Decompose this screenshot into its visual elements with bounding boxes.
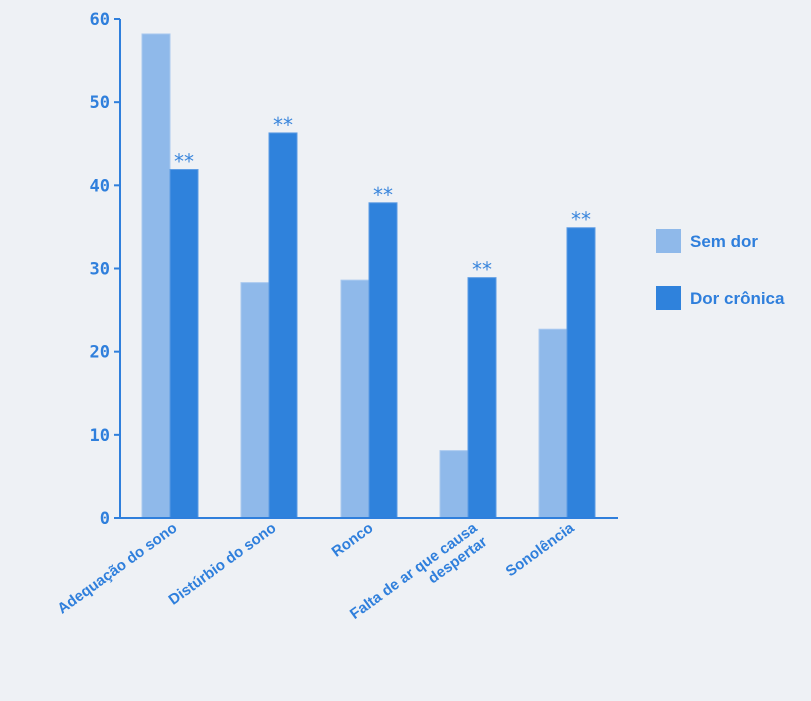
x-category-label-0: Adequação do sono: [54, 519, 180, 617]
significance-annotations: ** ** ** ** **: [174, 113, 591, 282]
y-tick-label: 50: [90, 93, 110, 113]
bar-dor-cronica-3: [467, 277, 497, 519]
bar-sem-dor-0: [141, 33, 171, 519]
x-category-label-2: Ronco: [329, 519, 377, 560]
bar-dor-cronica-4: [566, 227, 596, 519]
bar-sem-dor-3: [439, 450, 469, 519]
legend: Sem dor Dor crônica: [656, 229, 785, 310]
legend-label-0: Sem dor: [690, 232, 758, 251]
bar-dor-cronica-0: [169, 169, 199, 519]
y-tick-label: 60: [90, 10, 110, 30]
y-axis: 0 10 20 30 40 50 60: [90, 10, 121, 529]
legend-label-1: Dor crônica: [690, 289, 785, 308]
significance-marker-1: **: [273, 113, 293, 137]
legend-swatch-1: [656, 286, 681, 310]
bar-dor-cronica-1: [268, 132, 298, 519]
significance-marker-0: **: [174, 150, 194, 174]
bar-sem-dor-2: [340, 279, 370, 519]
bar-sem-dor-1: [240, 282, 270, 519]
legend-swatch-0: [656, 229, 681, 253]
significance-marker-2: **: [373, 183, 393, 207]
x-category-label-1: Distúrbio do sono: [166, 519, 280, 608]
bar-dor-cronica-2: [368, 202, 398, 519]
series-dor-cronica-bars: [169, 132, 596, 519]
significance-marker-3: **: [472, 258, 492, 282]
y-tick-label: 30: [90, 260, 110, 280]
y-tick-label: 40: [90, 176, 110, 196]
x-category-label-4: Sonolência: [503, 519, 578, 580]
y-tick-label: 20: [90, 343, 110, 363]
y-tick-label: 10: [90, 426, 110, 446]
significance-marker-4: **: [571, 208, 591, 232]
y-tick-label: 0: [100, 509, 110, 529]
bar-sem-dor-4: [538, 328, 568, 519]
series-sem-dor-bars: [141, 33, 568, 519]
